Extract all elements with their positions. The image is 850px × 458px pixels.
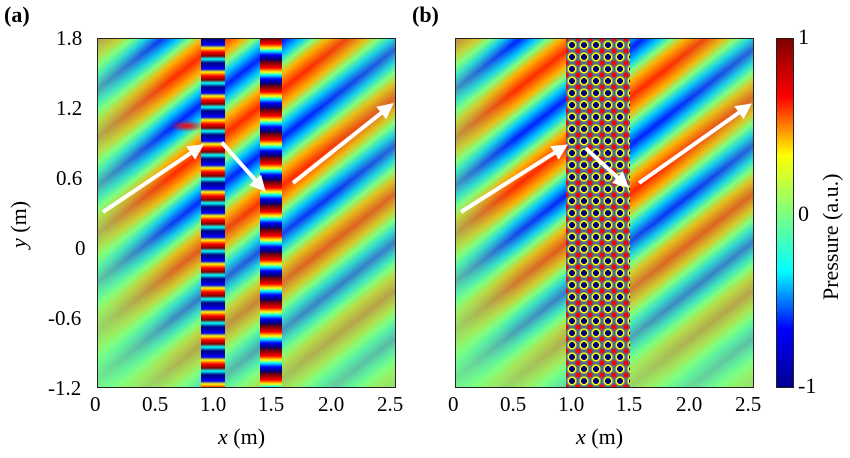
a-ytick-4: 0 xyxy=(75,236,86,260)
b-xtick-6: 2.5 xyxy=(735,392,762,416)
a-xlabel-var: x xyxy=(218,424,228,449)
b-xlabel: x (m) xyxy=(576,426,623,448)
a-xtick-2: 0.5 xyxy=(142,392,169,416)
panel-a-arrow-2 xyxy=(220,141,266,192)
a-xtick-5: 2.0 xyxy=(318,392,345,416)
b-xtick-5: 2.0 xyxy=(676,392,703,416)
colorbar-min-label: -1 xyxy=(798,373,817,398)
panel-b-arrow-2 xyxy=(584,146,630,188)
panel-a-pressure-field xyxy=(97,38,396,388)
b-xlabel-var: x xyxy=(576,424,586,449)
panel-b-arrow-3 xyxy=(637,103,752,185)
panel-a-label: (a) xyxy=(4,2,30,27)
colorbar-mid-label: 0 xyxy=(798,201,809,226)
b-xtick-2: 0.5 xyxy=(500,392,527,416)
b-xtick-1: 0 xyxy=(448,392,459,416)
scatterer-column-1 xyxy=(201,39,225,387)
panel-a-arrow-1 xyxy=(101,144,204,214)
colorbar-title: Pressure (a.u.) xyxy=(818,173,843,300)
a-ytick-5: -0.6 xyxy=(48,306,82,330)
panel-b-pressure-field xyxy=(455,38,754,388)
a-xtick-3: 1.0 xyxy=(200,392,227,416)
a-xtick-6: 2.5 xyxy=(377,392,404,416)
b-xlabel-unit: (m) xyxy=(591,424,624,449)
b-xtick-3: 1.0 xyxy=(558,392,585,416)
a-xlabel-unit: (m) xyxy=(233,424,266,449)
b-xtick-4: 1.5 xyxy=(616,392,643,416)
panel-b-arrow-1 xyxy=(459,144,569,214)
metamaterial-band xyxy=(566,39,630,387)
a-ylabel-unit: (m) xyxy=(6,200,31,233)
a-xlabel: x (m) xyxy=(218,426,265,448)
a-ytick-1: 1.8 xyxy=(56,26,83,50)
panel-a-arrow-3 xyxy=(291,103,394,185)
colorbar xyxy=(776,38,794,388)
scatterer-column-2 xyxy=(260,39,282,387)
a-xtick-4: 1.5 xyxy=(258,392,285,416)
colorbar-max-label: 1 xyxy=(798,24,809,49)
a-ylabel: y (m) xyxy=(6,200,31,248)
a-ytick-2: 1.2 xyxy=(56,96,83,120)
panel-b-label: (b) xyxy=(412,2,439,27)
a-ytick-3: 0.6 xyxy=(56,166,83,190)
a-ylabel-var: y xyxy=(6,238,31,248)
a-xtick-1: 0 xyxy=(90,392,101,416)
a-ytick-6: -1.2 xyxy=(48,376,82,400)
